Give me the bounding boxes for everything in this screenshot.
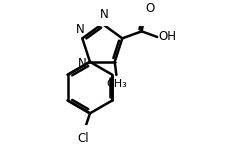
Text: N: N — [100, 8, 109, 21]
Text: OH: OH — [158, 31, 176, 44]
Text: Cl: Cl — [77, 132, 89, 145]
Text: CH₃: CH₃ — [106, 79, 127, 89]
Text: N: N — [78, 57, 86, 70]
Text: N: N — [76, 23, 85, 36]
Text: O: O — [145, 2, 155, 15]
